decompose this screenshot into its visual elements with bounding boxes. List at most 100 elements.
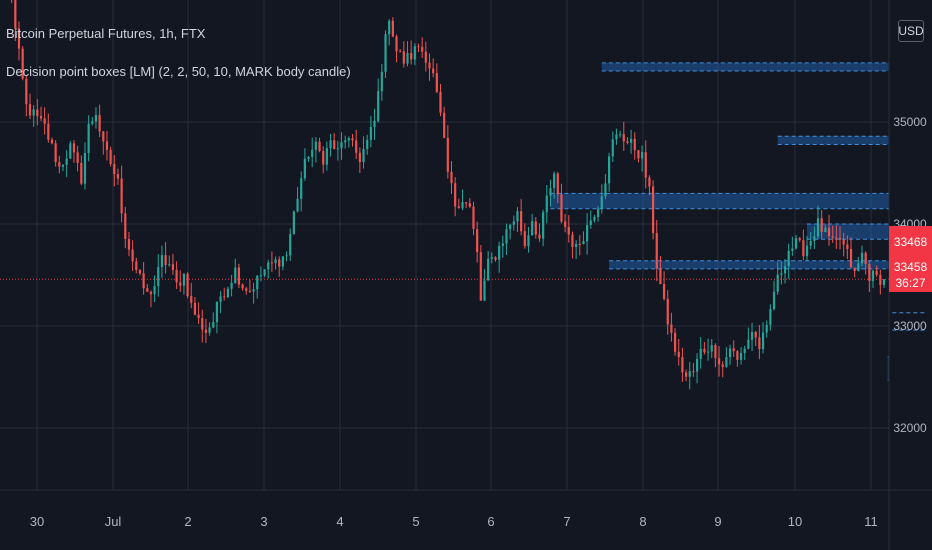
- candle-body: [50, 139, 54, 144]
- candle-body: [322, 151, 325, 165]
- candle: [219, 290, 222, 314]
- candle-body: [820, 218, 823, 233]
- candle: [54, 140, 57, 167]
- candle-body: [604, 183, 607, 197]
- candle: [402, 41, 405, 68]
- candle: [498, 241, 501, 273]
- candle: [120, 165, 123, 223]
- candle-body: [556, 173, 559, 195]
- candle-body: [384, 34, 387, 72]
- indicator-legend[interactable]: Decision point boxes [LM] (2, 2, 50, 10,…: [6, 64, 351, 79]
- candle-body: [842, 239, 845, 245]
- candle: [25, 75, 28, 117]
- candle-body: [355, 140, 358, 153]
- candle: [83, 142, 87, 190]
- candle: [758, 325, 761, 360]
- candle: [358, 147, 361, 174]
- candle-body: [864, 252, 867, 264]
- candle: [344, 135, 347, 149]
- candle: [593, 214, 596, 223]
- candle: [43, 107, 46, 135]
- candle: [351, 134, 354, 147]
- candle: [333, 133, 336, 150]
- candle: [296, 186, 299, 213]
- candle-body: [567, 226, 570, 235]
- price-tick-label: 32000: [893, 421, 927, 435]
- decision-box: [550, 193, 889, 209]
- candle-body: [21, 48, 24, 79]
- candle-body: [879, 274, 882, 286]
- candle-body: [410, 53, 413, 60]
- candle-body: [149, 291, 153, 295]
- candle-body: [76, 152, 79, 163]
- candle-body: [640, 152, 644, 159]
- candle: [424, 41, 427, 72]
- candle-body: [695, 358, 699, 372]
- decision-box: [887, 356, 889, 381]
- candle-body: [780, 273, 783, 275]
- candle-body: [65, 158, 68, 165]
- candle: [182, 273, 186, 295]
- candle-body: [655, 233, 658, 269]
- candle: [113, 155, 116, 187]
- candle: [395, 34, 398, 63]
- candle: [538, 223, 541, 242]
- candle-body: [483, 280, 486, 301]
- candle: [69, 140, 72, 160]
- candle: [142, 262, 145, 295]
- candle: [377, 78, 380, 123]
- candle-body: [248, 290, 252, 292]
- candle-body: [32, 109, 35, 116]
- candle: [362, 136, 365, 169]
- candle: [197, 302, 200, 324]
- candle: [259, 266, 263, 282]
- candle: [509, 223, 512, 240]
- candle: [127, 232, 131, 257]
- candle: [761, 322, 765, 354]
- candle-body: [377, 91, 380, 121]
- candle: [673, 328, 677, 356]
- candle: [842, 232, 845, 257]
- currency-button[interactable]: USD: [898, 20, 924, 42]
- candle-body: [292, 211, 295, 235]
- candle: [597, 206, 600, 222]
- candle: [684, 369, 688, 382]
- candle: [483, 269, 486, 301]
- decision-box: [609, 260, 889, 269]
- candle-body: [138, 269, 142, 274]
- candle: [446, 125, 449, 179]
- candle: [256, 275, 259, 299]
- candle-body: [87, 123, 90, 154]
- candle: [644, 140, 647, 189]
- candle: [329, 133, 332, 157]
- candle-body: [380, 71, 383, 92]
- candle-body: [468, 203, 471, 207]
- candle-body: [802, 240, 805, 257]
- candle-body: [285, 255, 288, 257]
- candle-body: [395, 36, 398, 52]
- candle: [21, 45, 24, 81]
- candle: [608, 152, 611, 192]
- candle: [355, 129, 358, 160]
- candle-body: [589, 220, 592, 225]
- candle-body: [417, 46, 420, 48]
- candle: [677, 338, 680, 366]
- candle-body: [776, 274, 779, 292]
- candle-body: [564, 221, 567, 227]
- candle: [457, 198, 460, 209]
- candle: [732, 340, 735, 357]
- candle: [248, 279, 252, 293]
- candle-body: [201, 318, 204, 330]
- candle-body: [39, 115, 43, 119]
- candle-body: [838, 237, 842, 240]
- candle-body: [794, 238, 798, 249]
- candle: [421, 37, 424, 58]
- candle: [604, 174, 607, 200]
- candle-body: [593, 217, 596, 221]
- candle: [571, 231, 574, 259]
- candle-body: [772, 291, 776, 310]
- candle-body: [215, 301, 219, 323]
- candle: [263, 269, 266, 278]
